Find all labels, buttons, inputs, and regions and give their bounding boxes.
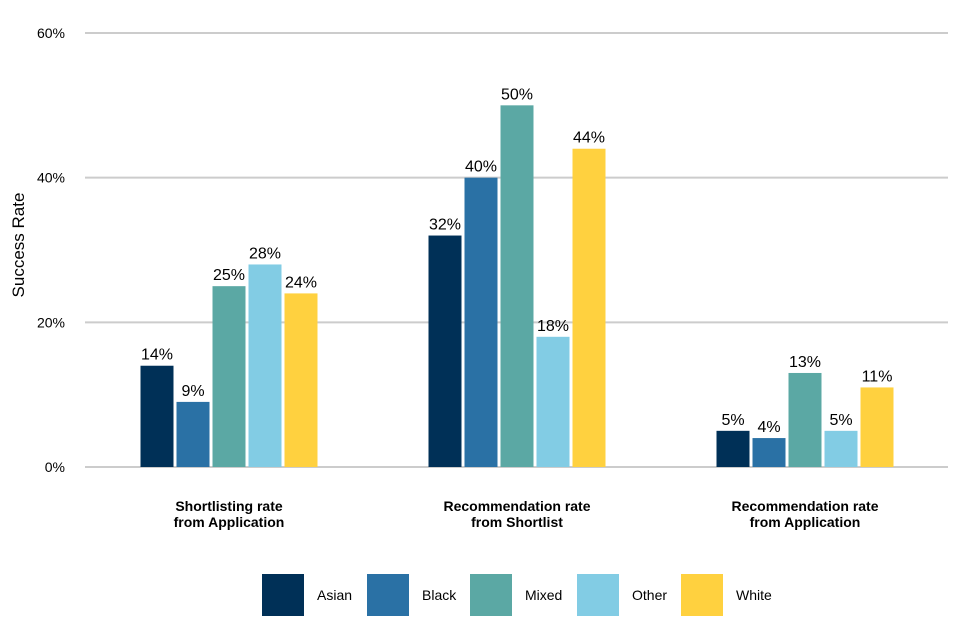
legend-label-white: White — [736, 587, 772, 603]
bar-mixed — [788, 372, 822, 467]
bar-black — [176, 401, 210, 467]
bar-white — [284, 293, 318, 467]
data-label: 28% — [249, 245, 281, 262]
category-label: Recommendation rate from Shortlist — [443, 498, 590, 530]
bar-other — [536, 336, 570, 467]
y-tick-label: 0% — [45, 459, 65, 475]
legend-label-other: Other — [632, 587, 667, 603]
data-label: 32% — [429, 217, 461, 234]
data-labels: 14% 9% 25%28%24% 32% 40% 50% 18% 44% 5% 4% 13% 5% 11… — [141, 86, 892, 436]
category-labels: Shortlisting rate from Application Recomme… — [174, 498, 879, 530]
data-label: 18% — [537, 318, 569, 335]
y-tick-labels: 0% 20% 40% 60% — [37, 25, 65, 475]
category-label: Shortlisting rate from Application — [174, 498, 285, 530]
y-tick-label: 20% — [37, 314, 65, 330]
bar-asian — [140, 365, 174, 467]
data-label: 5% — [721, 412, 744, 429]
legend-swatch-mixed — [470, 574, 512, 616]
y-axis-title: Success Rate — [9, 193, 28, 298]
data-label: 5% — [829, 412, 852, 429]
bar-black — [752, 438, 786, 467]
legend-swatch-asian — [262, 574, 304, 616]
category-label: Recommendation rate from Application — [731, 498, 878, 530]
y-tick-label: 60% — [37, 25, 65, 41]
bar-mixed — [212, 286, 246, 467]
legend-label-black: Black — [422, 587, 457, 603]
legend: Asian Black Mixed Other White — [262, 574, 772, 616]
bar-white — [572, 148, 606, 467]
bar-other — [824, 430, 858, 467]
bar-mixed — [500, 105, 534, 467]
legend-label-mixed: Mixed — [525, 587, 562, 603]
bar-asian — [716, 430, 750, 467]
data-label: 44% — [573, 130, 605, 147]
y-tick-label: 40% — [37, 170, 65, 186]
bar-asian — [428, 235, 462, 467]
legend-swatch-black — [367, 574, 409, 616]
legend-label-asian: Asian — [317, 587, 352, 603]
legend-swatch-white — [681, 574, 723, 616]
data-label: 25% — [213, 267, 245, 284]
bar-other — [248, 264, 282, 467]
data-label: 40% — [465, 159, 497, 176]
bar-white — [860, 387, 894, 467]
bar-black — [464, 177, 498, 467]
legend-swatch-other — [577, 574, 619, 616]
data-label: 50% — [501, 86, 533, 103]
bars — [140, 105, 894, 467]
data-label: 24% — [285, 274, 317, 291]
data-label: 11% — [862, 368, 893, 385]
data-label: 9% — [181, 383, 204, 400]
data-label: 13% — [789, 354, 821, 371]
data-label: 4% — [757, 419, 780, 436]
data-label: 14% — [141, 347, 173, 364]
